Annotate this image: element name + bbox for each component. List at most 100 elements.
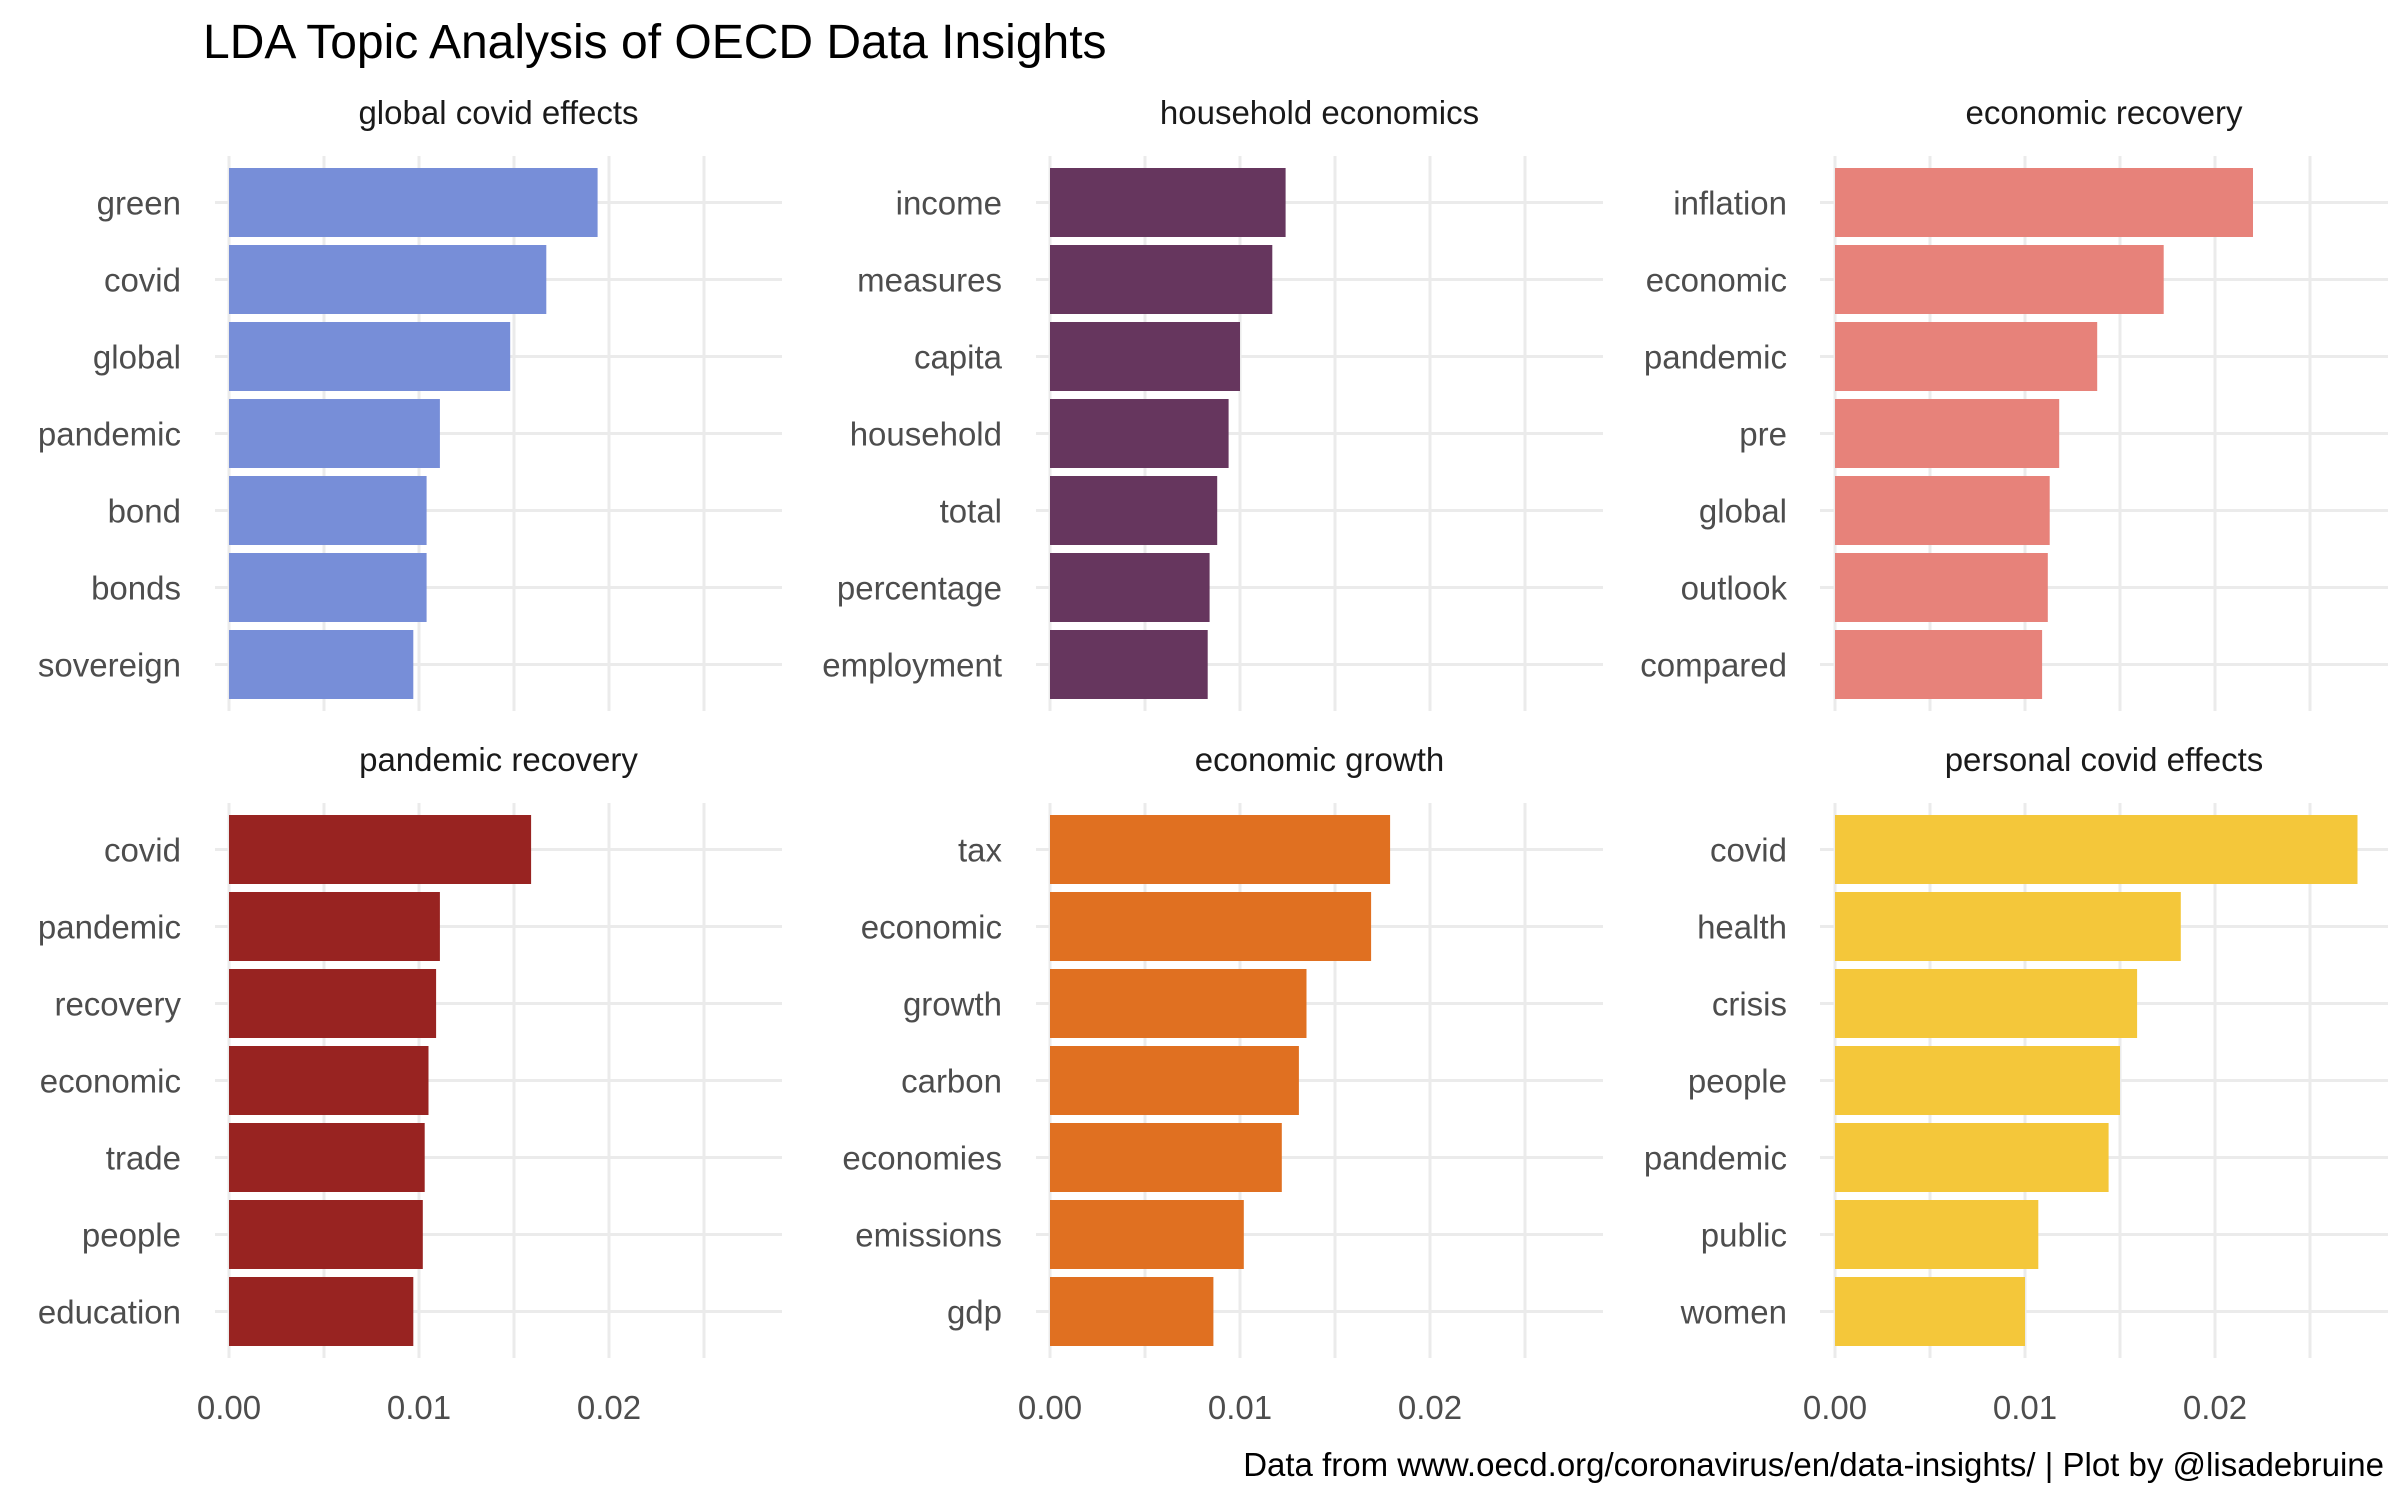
facet-panel: global covid effects green covid global pand… [38,94,782,711]
bar [1050,1200,1244,1269]
category-label: economic [861,909,1002,946]
bar [1050,892,1372,961]
category-label: capita [914,339,1003,376]
category-label: pandemic [38,416,181,453]
bar [1835,1277,2025,1346]
facet-panel: personal covid effects covid health crisis p… [1644,741,2388,1426]
x-tick-label: 0.02 [1398,1389,1462,1426]
bar [229,1046,429,1115]
bar [229,399,440,468]
bar [1835,1046,2120,1115]
category-label: gdp [947,1294,1002,1331]
bar [1050,815,1391,884]
x-tick-label: 0.00 [197,1389,261,1426]
bar [229,476,427,545]
bar [229,892,440,961]
category-label: pandemic [1644,1140,1787,1177]
bar [1050,1046,1299,1115]
bar [229,815,532,884]
category-label: compared [1640,647,1787,684]
bar [229,245,547,314]
facet-panel: household economics income measures capita h… [822,94,1603,711]
bar [1835,1123,2109,1192]
category-label: tax [958,832,1003,869]
bar [1050,553,1210,622]
category-label: percentage [837,570,1002,607]
category-label: economies [842,1140,1002,1177]
bar [1835,969,2138,1038]
x-tick-label: 0.02 [577,1389,641,1426]
bar [1050,1123,1282,1192]
facet-title: pandemic recovery [359,741,638,778]
bar [1835,892,2181,961]
bar [229,1123,425,1192]
bar [229,630,414,699]
bar [1050,245,1273,314]
category-label: carbon [901,1063,1002,1100]
x-tick-label: 0.02 [2183,1389,2247,1426]
category-label: recovery [54,986,181,1023]
category-label: global [93,339,181,376]
category-label: green [97,185,181,222]
bar [1835,399,2060,468]
category-label: crisis [1712,986,1787,1023]
bar [1835,476,2050,545]
bar [1835,322,2098,391]
category-label: income [896,185,1002,222]
category-label: growth [903,986,1002,1023]
category-label: pandemic [38,909,181,946]
facet-panel: pandemic recovery covid pandemic recovery ec… [38,741,782,1426]
bar [1050,630,1208,699]
category-label: people [1688,1063,1787,1100]
category-label: people [82,1217,181,1254]
bar [1835,553,2048,622]
category-label: household [850,416,1002,453]
bar [229,322,511,391]
bar [1050,168,1286,237]
category-label: employment [822,647,1002,684]
category-label: total [940,493,1002,530]
category-label: health [1697,909,1787,946]
category-label: sovereign [38,647,181,684]
bar [1050,476,1218,545]
category-label: trade [106,1140,181,1177]
bar [229,168,598,237]
bar [1050,399,1229,468]
category-label: public [1701,1217,1787,1254]
bar [1835,1200,2039,1269]
bar [1050,1277,1214,1346]
category-label: pandemic [1644,339,1787,376]
bar [1835,168,2253,237]
x-tick-label: 0.01 [1993,1389,2057,1426]
bar [1835,815,2358,884]
category-label: covid [104,262,181,299]
category-label: economic [1646,262,1787,299]
chart-caption: Data from www.oecd.org/coronavirus/en/da… [1243,1446,2384,1483]
facet-panel: economic recovery inflation economic pandem… [1640,94,2388,711]
category-label: covid [1710,832,1787,869]
bar [229,1277,414,1346]
category-label: outlook [1681,570,1788,607]
bar [1050,322,1240,391]
category-label: bond [108,493,181,530]
x-tick-label: 0.00 [1018,1389,1082,1426]
x-tick-label: 0.01 [1208,1389,1272,1426]
bar [229,553,427,622]
bar [1835,245,2164,314]
category-label: economic [40,1063,181,1100]
bar [1835,630,2043,699]
bar [1050,969,1307,1038]
facet-title: global covid effects [358,94,638,131]
category-label: covid [104,832,181,869]
category-label: bonds [91,570,181,607]
chart-title: LDA Topic Analysis of OECD Data Insights [203,16,1107,69]
facet-title: personal covid effects [1945,741,2264,778]
facet-title: household economics [1160,94,1479,131]
facet-title: economic growth [1195,741,1444,778]
category-label: inflation [1673,185,1787,222]
category-label: women [1680,1294,1787,1331]
bar [229,1200,423,1269]
x-tick-label: 0.01 [387,1389,451,1426]
bar [229,969,437,1038]
